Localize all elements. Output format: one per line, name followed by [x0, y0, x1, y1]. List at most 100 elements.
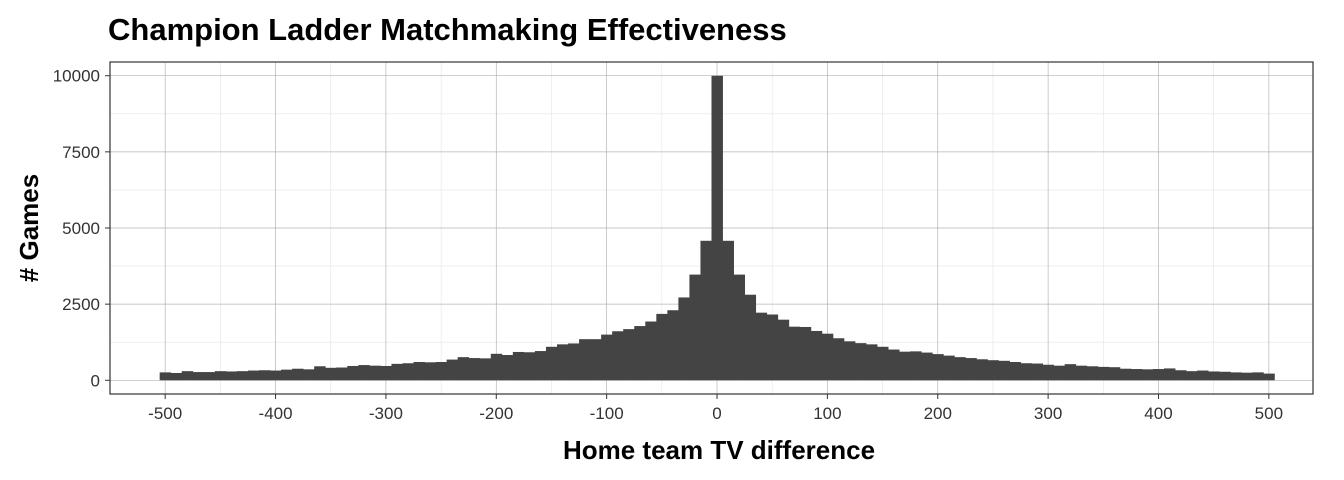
- histogram-bar: [545, 346, 558, 381]
- histogram-bar: [159, 372, 172, 381]
- histogram-bar: [568, 343, 580, 381]
- histogram-bar: [1064, 364, 1077, 381]
- histogram-bar: [1130, 369, 1143, 381]
- histogram-bar: [336, 367, 348, 381]
- histogram-bar: [512, 351, 525, 381]
- histogram-bar: [292, 368, 304, 381]
- histogram-bar: [954, 357, 966, 381]
- histogram-bar: [435, 362, 448, 381]
- x-tick-label: 500: [1255, 404, 1283, 423]
- histogram-bar: [534, 351, 547, 381]
- histogram-bar: [612, 331, 624, 381]
- histogram-bar: [391, 363, 403, 381]
- histogram-bar: [634, 326, 646, 381]
- histogram-bar: [832, 338, 845, 381]
- histogram-bar: [987, 360, 999, 381]
- histogram-bar: [1141, 369, 1154, 381]
- histogram-bar: [1263, 373, 1275, 381]
- y-tick-label: 7500: [62, 143, 100, 162]
- histogram-bar: [270, 370, 282, 381]
- histogram-bar: [755, 312, 768, 381]
- histogram-bar: [899, 351, 911, 381]
- histogram-bar: [733, 274, 746, 381]
- histogram-bar: [325, 367, 337, 381]
- histogram-bar: [1219, 371, 1231, 381]
- histogram-bar: [744, 294, 757, 381]
- chart-title: Champion Ladder Matchmaking Effectivenes…: [108, 12, 787, 47]
- histogram-bar: [656, 313, 668, 381]
- histogram-bar: [843, 341, 856, 381]
- x-tick-label: 100: [813, 404, 841, 423]
- histogram-bar: [623, 329, 635, 381]
- histogram-bar: [854, 343, 867, 381]
- histogram-bar: [932, 354, 944, 381]
- histogram-bar: [1075, 365, 1088, 381]
- y-axis-label: # Games: [14, 174, 44, 282]
- histogram-bar: [1097, 366, 1110, 381]
- histogram-bar: [678, 297, 690, 381]
- histogram-bar: [1108, 367, 1121, 381]
- histogram-bar: [1252, 372, 1264, 381]
- x-tick-label: -500: [148, 404, 182, 423]
- x-tick-label: 400: [1144, 404, 1172, 423]
- histogram-bar: [490, 353, 503, 381]
- histogram-bar: [921, 352, 933, 381]
- histogram-bar: [866, 344, 878, 381]
- histogram-bar: [601, 334, 613, 381]
- histogram-bar: [479, 358, 492, 381]
- histogram-bar: [523, 352, 536, 381]
- histogram-bar: [998, 360, 1010, 381]
- histogram-bar: [1186, 371, 1198, 381]
- histogram-bar: [281, 369, 293, 381]
- histogram-bar: [1119, 368, 1132, 381]
- histogram-bar: [1086, 366, 1099, 381]
- histogram-bar: [1230, 372, 1242, 381]
- histogram-bar: [347, 365, 359, 381]
- histogram-bar: [799, 326, 812, 381]
- x-tick-label: -200: [479, 404, 513, 423]
- histogram-bar: [711, 75, 723, 381]
- histogram-bar: [413, 362, 425, 381]
- histogram-bar: [965, 358, 977, 381]
- histogram-bar: [1208, 371, 1220, 381]
- histogram-bar: [722, 240, 734, 381]
- histogram-bar: [468, 358, 481, 381]
- x-tick-label: 0: [712, 404, 721, 423]
- histogram-bar: [910, 351, 922, 381]
- x-tick-label: -400: [259, 404, 293, 423]
- histogram-bar: [314, 366, 326, 381]
- histogram-bar: [170, 372, 183, 381]
- histogram-bar: [358, 365, 370, 381]
- histogram-bar: [667, 310, 679, 381]
- histogram-bar: [821, 333, 834, 381]
- histogram-bars: [159, 75, 1275, 381]
- histogram-bar: [788, 326, 801, 381]
- histogram-bar: [192, 372, 205, 381]
- histogram-bar: [777, 319, 790, 381]
- histogram-bar: [236, 371, 249, 381]
- histogram-bar: [1053, 365, 1066, 381]
- y-tick-label: 5000: [62, 219, 100, 238]
- histogram-bar: [424, 362, 436, 381]
- y-tick-label: 2500: [62, 295, 100, 314]
- histogram-bar: [579, 339, 591, 381]
- x-tick-label: 200: [924, 404, 952, 423]
- histogram-bar: [590, 339, 602, 381]
- x-tick-label: -300: [369, 404, 403, 423]
- histogram-bar: [888, 349, 900, 381]
- x-axis-label: Home team TV difference: [563, 435, 875, 465]
- x-axis: -500 -400 -300 -200 -100 0 100 200 300 400 500: [148, 394, 1283, 423]
- histogram-bar: [402, 363, 414, 381]
- histogram-bar: [214, 371, 227, 381]
- histogram-bar: [976, 359, 988, 381]
- histogram-bar: [501, 355, 514, 381]
- histogram-bar: [1164, 368, 1176, 381]
- histogram-bar: [181, 371, 194, 381]
- histogram-bar: [810, 330, 823, 381]
- histogram-bar: [1042, 364, 1055, 381]
- histogram-bar: [689, 274, 701, 381]
- histogram-bar: [700, 240, 712, 381]
- histogram-bar: [556, 344, 569, 381]
- histogram-bar: [1241, 372, 1253, 381]
